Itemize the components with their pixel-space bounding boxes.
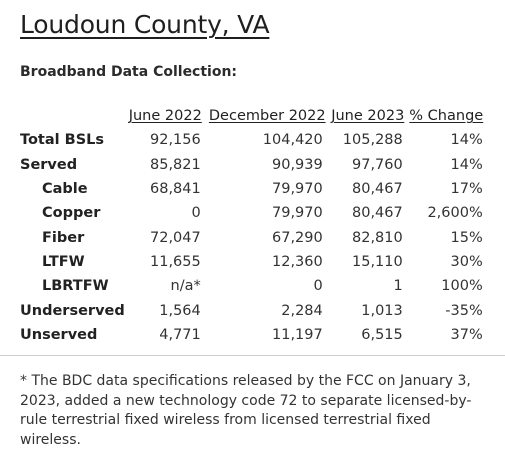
- table-row: Total BSLs 92,156 104,420 105,288 14%: [20, 128, 486, 152]
- column-header: June 2023: [331, 108, 405, 125]
- table-cell: 100%: [441, 278, 483, 295]
- footnote-text: * The BDC data specifications released b…: [20, 373, 472, 448]
- table-row: Underserved 1,564 2,284 1,013 -35%: [20, 298, 486, 322]
- row-label: LBRTFW: [42, 278, 109, 295]
- table-row: Fiber 72,047 67,290 82,810 15%: [20, 225, 486, 249]
- table-cell: 79,970: [272, 181, 323, 198]
- table-cell: 2,284: [281, 302, 323, 319]
- table-row: LBRTFW n/a* 0 1 100%: [20, 274, 486, 298]
- table-row: Copper 0 79,970 80,467 2,600%: [20, 201, 486, 225]
- table-cell: 97,760: [352, 156, 403, 173]
- table-cell: 6,515: [361, 326, 403, 343]
- table-row: Served 85,821 90,939 97,760 14%: [20, 153, 486, 177]
- row-label: Fiber: [42, 229, 85, 246]
- table-cell: 30%: [450, 253, 483, 270]
- table-cell: 17%: [450, 181, 483, 198]
- table-cell: 0: [191, 205, 201, 222]
- column-header: December 2022: [208, 108, 326, 125]
- table-row: Unserved 4,771 11,197 6,515 37%: [20, 323, 486, 347]
- page-title: Loudoun County, VA: [20, 10, 270, 39]
- table-cell: 104,420: [262, 132, 323, 149]
- table-cell: n/a*: [170, 278, 201, 295]
- table-row: Cable 68,841 79,970 80,467 17%: [20, 177, 486, 201]
- table-cell: 67,290: [272, 229, 323, 246]
- row-label: Cable: [42, 181, 88, 198]
- table-cell: 11,197: [272, 326, 323, 343]
- table-header-row: June 2022 December 2022 June 2023 % Chan…: [20, 104, 486, 128]
- table-cell: 80,467: [352, 205, 403, 222]
- table-cell: 72,047: [150, 229, 201, 246]
- table-cell: 14%: [450, 132, 483, 149]
- row-label: Copper: [42, 205, 101, 222]
- table-cell: 82,810: [352, 229, 403, 246]
- row-label: Unserved: [20, 326, 98, 343]
- table-cell: 68,841: [150, 181, 201, 198]
- section-subtitle: Broadband Data Collection:: [20, 64, 238, 80]
- row-label: LTFW: [42, 253, 85, 270]
- table-cell: 1: [393, 278, 403, 295]
- table-cell: 15,110: [352, 253, 403, 270]
- table-cell: 15%: [450, 229, 483, 246]
- row-label: Total BSLs: [20, 132, 105, 149]
- table-cell: 2,600%: [427, 205, 483, 222]
- row-label-header: [20, 104, 125, 128]
- table-cell: -35%: [445, 302, 483, 319]
- table-row: LTFW 11,655 12,360 15,110 30%: [20, 250, 486, 274]
- table-cell: 0: [313, 278, 323, 295]
- broadband-data-table: June 2022 December 2022 June 2023 % Chan…: [20, 104, 486, 347]
- row-label: Served: [20, 156, 78, 173]
- table-cell: 4,771: [159, 326, 201, 343]
- table-cell: 80,467: [352, 181, 403, 198]
- table-cell: 1,013: [361, 302, 403, 319]
- table-cell: 14%: [450, 156, 483, 173]
- table-cell: 37%: [450, 326, 483, 343]
- table-cell: 79,970: [272, 205, 323, 222]
- column-header: June 2022: [128, 108, 202, 125]
- table-cell: 12,360: [272, 253, 323, 270]
- table-cell: 105,288: [342, 132, 403, 149]
- footnote-divider: [0, 355, 505, 356]
- column-header: % Change: [409, 108, 484, 125]
- table-cell: 85,821: [150, 156, 201, 173]
- table-cell: 1,564: [159, 302, 201, 319]
- row-label: Underserved: [20, 302, 125, 319]
- table-cell: 92,156: [150, 132, 201, 149]
- table-cell: 90,939: [272, 156, 323, 173]
- table-cell: 11,655: [150, 253, 201, 270]
